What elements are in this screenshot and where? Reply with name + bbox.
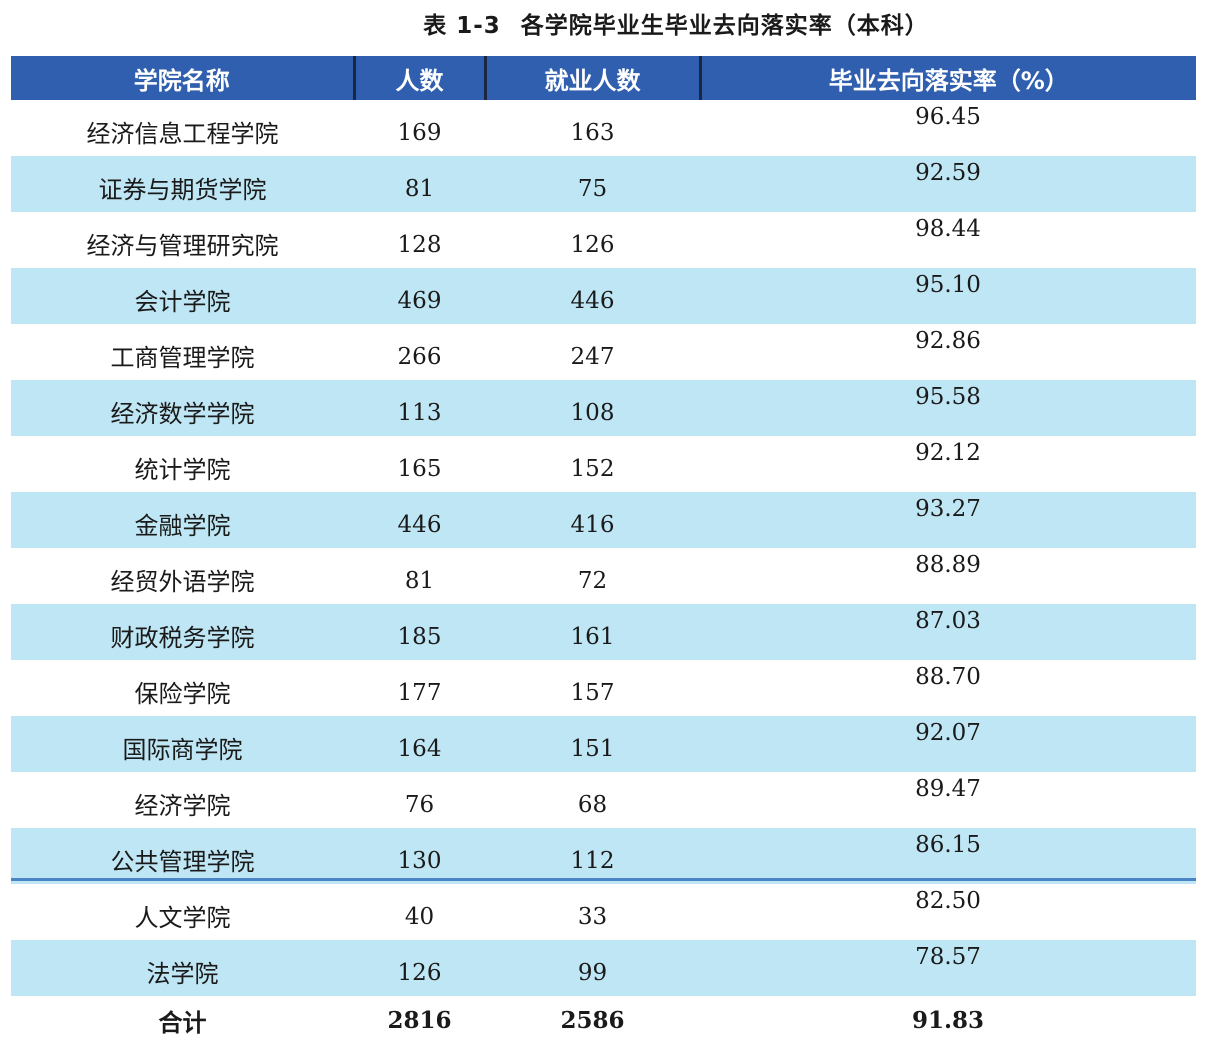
college-name-cell: 经济信息工程学院 xyxy=(86,119,279,148)
placement-rate-cell: 88.89 xyxy=(915,552,981,578)
placement-rate-cell: 92.07 xyxy=(700,716,1196,772)
count-cell: 164 xyxy=(354,716,485,772)
count-cell: 126 xyxy=(354,940,485,996)
employed-count-cell: 126 xyxy=(570,232,615,258)
college-name-cell: 金融学院 xyxy=(11,492,354,548)
employed-count-cell: 163 xyxy=(570,120,615,146)
placement-rate-cell: 78.57 xyxy=(700,940,1196,996)
placement-rate-cell: 93.27 xyxy=(700,492,1196,548)
table-title: 各学院毕业生毕业去向落实率（本科） xyxy=(520,13,929,39)
employed-count-cell: 99 xyxy=(485,940,700,996)
employed-count-cell: 247 xyxy=(570,344,615,370)
count-cell: 40 xyxy=(404,904,435,930)
header-row: 学院名称 人数 就业人数 毕业去向落实率（%） xyxy=(11,56,1196,100)
employed-count-cell: 446 xyxy=(485,268,700,324)
table-number: 表 1-3 xyxy=(423,13,501,39)
header-placement-rate: 毕业去向落实率（%） xyxy=(700,56,1196,100)
employed-count-cell: 161 xyxy=(485,604,700,660)
count-cell: 81 xyxy=(354,156,485,212)
header-count: 人数 xyxy=(354,56,487,100)
table-row: 公共管理学院 130 112 86.15 xyxy=(11,828,1196,884)
table-row: 经济信息工程学院 169 163 96.45 xyxy=(11,100,1196,156)
placement-rate-cell: 95.10 xyxy=(700,268,1196,324)
college-name-cell: 工商管理学院 xyxy=(110,343,255,372)
total-employed-count-cell: 2586 xyxy=(560,1006,625,1034)
table-row: 统计学院 165 152 92.12 xyxy=(11,436,1196,492)
count-cell: 165 xyxy=(397,456,442,482)
employed-count-cell: 112 xyxy=(485,828,700,884)
college-name-cell: 统计学院 xyxy=(134,455,231,484)
table-row: 国际商学院 164 151 92.07 xyxy=(11,716,1196,772)
count-cell: 169 xyxy=(397,120,442,146)
table-row: 财政税务学院 185 161 87.03 xyxy=(11,604,1196,660)
college-name-cell: 财政税务学院 xyxy=(11,604,354,660)
placement-rate-cell: 92.12 xyxy=(915,440,981,466)
college-name-cell: 公共管理学院 xyxy=(11,828,354,884)
college-name-cell: 人文学院 xyxy=(134,903,231,932)
total-count-cell: 2816 xyxy=(387,1006,452,1034)
count-cell: 81 xyxy=(404,568,435,594)
placement-rate-cell: 96.45 xyxy=(915,104,981,130)
placement-rate-cell: 82.50 xyxy=(915,888,981,914)
count-cell: 185 xyxy=(354,604,485,660)
table-row: 金融学院 446 416 93.27 xyxy=(11,492,1196,548)
placement-rate-cell: 87.03 xyxy=(700,604,1196,660)
count-cell: 128 xyxy=(397,232,442,258)
college-name-cell: 经贸外语学院 xyxy=(110,567,255,596)
table-row: 证券与期货学院 81 75 92.59 xyxy=(11,156,1196,212)
employed-count-cell: 416 xyxy=(485,492,700,548)
table-row: 保险学院 177 157 88.70 xyxy=(11,660,1196,716)
count-cell: 76 xyxy=(404,792,435,818)
employed-count-cell: 33 xyxy=(577,904,608,930)
placement-rate-cell: 88.70 xyxy=(915,664,981,690)
total-college-name-cell: 合计 xyxy=(158,1008,207,1037)
placement-rate-cell: 92.59 xyxy=(700,156,1196,212)
college-name-cell: 经济数学学院 xyxy=(11,380,354,436)
table-row: 人文学院 40 33 82.50 xyxy=(11,884,1196,940)
college-name-cell: 国际商学院 xyxy=(11,716,354,772)
count-cell: 177 xyxy=(397,680,442,706)
table-row: 会计学院 469 446 95.10 xyxy=(11,268,1196,324)
table-row: 经济学院 76 68 89.47 xyxy=(11,772,1196,828)
table-row: 经济与管理研究院 128 126 98.44 xyxy=(11,212,1196,268)
employed-count-cell: 152 xyxy=(570,456,615,482)
table-caption: 表 1-3 各学院毕业生毕业去向落实率（本科） xyxy=(0,6,1212,40)
employed-count-cell: 72 xyxy=(577,568,608,594)
total-placement-rate-cell: 91.83 xyxy=(911,1006,985,1034)
count-cell: 446 xyxy=(354,492,485,548)
header-employed-count: 就业人数 xyxy=(485,56,702,100)
table-row: 经贸外语学院 81 72 88.89 xyxy=(11,548,1196,604)
college-name-cell: 保险学院 xyxy=(134,679,231,708)
placement-rate-cell: 98.44 xyxy=(915,216,981,242)
count-cell: 130 xyxy=(354,828,485,884)
employed-count-cell: 75 xyxy=(485,156,700,212)
employed-count-cell: 68 xyxy=(577,792,608,818)
employed-count-cell: 108 xyxy=(485,380,700,436)
college-name-cell: 法学院 xyxy=(11,940,354,996)
count-cell: 113 xyxy=(354,380,485,436)
total-row: 合计 2816 2586 91.83 xyxy=(11,996,1196,1042)
placement-rate-cell: 92.86 xyxy=(915,328,981,354)
college-name-cell: 证券与期货学院 xyxy=(11,156,354,212)
college-name-cell: 会计学院 xyxy=(11,268,354,324)
graduate-employment-table: 学院名称 人数 就业人数 毕业去向落实率（%） 经济信息工程学院 169 163 96… xyxy=(11,56,1196,1042)
count-cell: 266 xyxy=(397,344,442,370)
table-row: 法学院 126 99 78.57 xyxy=(11,940,1196,996)
placement-rate-cell: 86.15 xyxy=(700,828,1196,884)
header-college-name: 学院名称 xyxy=(11,56,356,100)
college-name-cell: 经济与管理研究院 xyxy=(86,231,279,260)
employed-count-cell: 151 xyxy=(485,716,700,772)
table-body: 经济信息工程学院 169 163 96.45 证券与期货学院 81 75 92.59 经济与管理… xyxy=(11,100,1196,1042)
table-row: 经济数学学院 113 108 95.58 xyxy=(11,380,1196,436)
bottom-rule xyxy=(11,878,1196,881)
college-name-cell: 经济学院 xyxy=(134,791,231,820)
employed-count-cell: 157 xyxy=(570,680,615,706)
count-cell: 469 xyxy=(354,268,485,324)
table-row: 工商管理学院 266 247 92.86 xyxy=(11,324,1196,380)
placement-rate-cell: 95.58 xyxy=(700,380,1196,436)
placement-rate-cell: 89.47 xyxy=(915,776,981,802)
